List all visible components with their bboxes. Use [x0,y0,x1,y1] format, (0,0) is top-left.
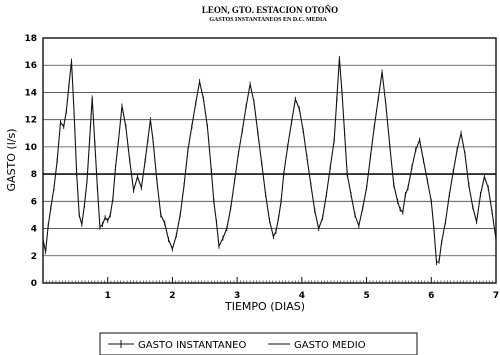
legend-label-mean: GASTO MEDIO [294,340,366,351]
y-tick-label-16: 16 [24,61,37,71]
x-ticks: 1 2 3 4 5 6 7 [42,277,499,301]
y-tick-labels: 0 2 4 6 8 10 12 14 16 18 [24,34,37,289]
x-tick-label-5: 5 [363,291,369,301]
grid-lines [43,64,496,257]
chart-title: LEON, GTO. ESTACION OTOÑO [202,5,338,15]
y-tick-label-0: 0 [31,279,37,289]
y-tick-label-14: 14 [24,88,37,98]
y-tick-label-6: 6 [31,197,37,207]
x-tick-label-4: 4 [299,291,305,301]
y-tick-label-18: 18 [24,34,37,44]
plot-frame [42,37,497,284]
y-axis-label: GASTO (l/s) [5,129,18,192]
x-tick-label-6: 6 [428,291,434,301]
x-tick-label-1: 1 [105,291,111,301]
y-tick-label-12: 12 [24,116,37,126]
legend: GASTO INSTANTANEO GASTO MEDIO [99,332,418,355]
series-instant-line [42,55,497,266]
legend-label-instant: GASTO INSTANTANEO [138,340,246,351]
instant-line [42,58,497,264]
y-tick-label-10: 10 [24,143,37,153]
x-tick-label-7: 7 [493,291,499,301]
x-tick-label-2: 2 [169,291,175,301]
x-tick-label-3: 3 [234,291,240,301]
x-axis-label: TIEMPO (DIAS) [224,300,305,313]
y-tick-label-8: 8 [31,170,37,180]
legend-box [99,332,418,355]
chart-subtitle: GASTOS INSTANTANEOS EN D.C. MEDIA [209,17,327,23]
y-tick-label-2: 2 [31,252,37,262]
y-tick-label-4: 4 [31,225,37,235]
